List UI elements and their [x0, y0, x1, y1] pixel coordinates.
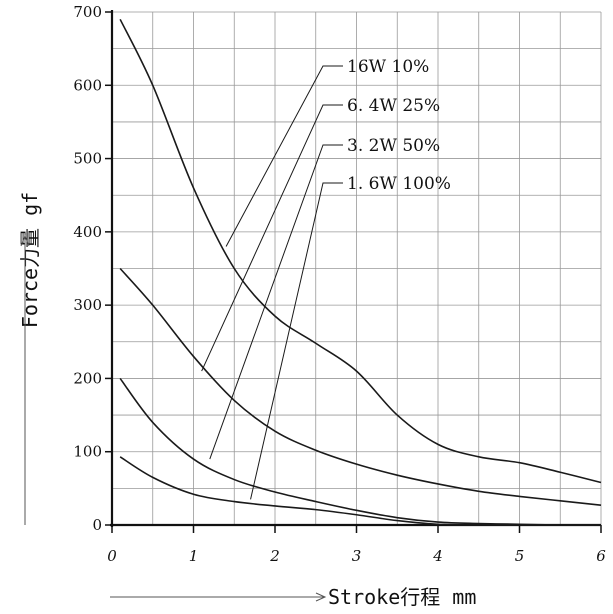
- legend-leader-4: [250, 182, 343, 500]
- x-tick-label: 6: [596, 547, 606, 565]
- legend-leader-1: [225, 65, 343, 247]
- series-line-2: [119, 267, 602, 507]
- y-tick-label: 100: [73, 443, 102, 461]
- legend-leader-3: [209, 144, 343, 460]
- series-line-1: [119, 18, 602, 484]
- x-axis-title: Stroke行程 mm: [328, 585, 476, 609]
- y-tick-label: 600: [73, 76, 102, 94]
- data-series: [119, 18, 602, 526]
- y-tick-label: 700: [73, 3, 102, 21]
- axes: [105, 10, 602, 533]
- x-tick-label: 5: [515, 547, 525, 565]
- legend-leader-lines: [201, 65, 343, 500]
- x-tick-label: 3: [352, 547, 362, 565]
- x-tick-label: 4: [432, 547, 443, 565]
- y-tick-label: 200: [73, 369, 102, 387]
- y-tick-label: 500: [73, 150, 102, 168]
- legend-label-4: 1. 6W 100%: [347, 174, 451, 194]
- legend-label-1: 16W 10%: [347, 57, 429, 77]
- y-tick-label: 0: [92, 516, 102, 534]
- x-axis-tick-labels: 0 1 2 3 4 5 6: [107, 547, 606, 565]
- x-tick-label: 0: [107, 547, 117, 565]
- series-line-4: [119, 456, 601, 526]
- x-axis-arrow: [110, 592, 327, 602]
- y-axis-tick-labels: 0 100 200 300 400 500 600 700: [73, 3, 102, 534]
- x-tick-label: 1: [189, 547, 199, 565]
- legend-label-3: 3. 2W 50%: [347, 136, 440, 156]
- y-tick-label: 400: [73, 223, 102, 241]
- legend-leader-2: [201, 104, 343, 372]
- legend: 16W 10% 6. 4W 25% 3. 2W 50% 1. 6W 100%: [347, 57, 451, 194]
- legend-label-2: 6. 4W 25%: [347, 96, 440, 116]
- y-axis-arrow: [20, 234, 30, 525]
- x-tick-label: 2: [269, 547, 280, 565]
- grid-lines: [111, 11, 602, 526]
- y-axis-title: Force力量 gf: [18, 192, 42, 328]
- y-axis-title-group: Force力量 gf: [18, 192, 42, 328]
- y-tick-label: 300: [73, 296, 102, 314]
